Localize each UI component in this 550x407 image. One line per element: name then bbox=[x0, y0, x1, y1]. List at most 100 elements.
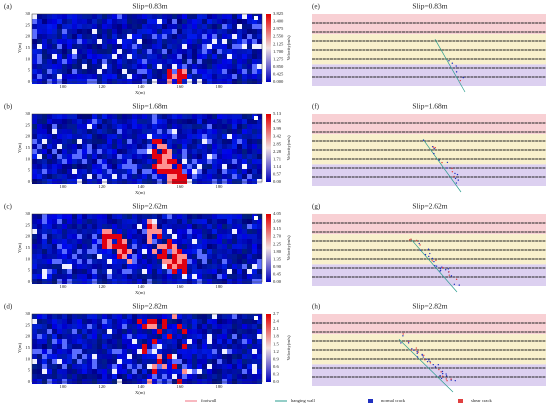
heatmap-cell bbox=[37, 354, 42, 359]
heatmap-cell bbox=[177, 59, 182, 64]
heatmap-cell bbox=[62, 244, 67, 249]
heatmap-cell bbox=[182, 369, 187, 374]
heatmap-cell bbox=[97, 124, 102, 129]
heatmap-cell bbox=[57, 54, 62, 59]
crack bbox=[413, 349, 415, 351]
heatmap-cell bbox=[202, 144, 207, 149]
heatmap-cell bbox=[147, 19, 152, 24]
heatmap-cell bbox=[57, 139, 62, 144]
heatmap-cell bbox=[202, 214, 207, 219]
heatmap-cell bbox=[52, 224, 57, 229]
heatmap-cell bbox=[147, 264, 152, 269]
heatmap-cell bbox=[77, 179, 82, 184]
heatmap-cell bbox=[237, 219, 242, 224]
heatmap-cell bbox=[112, 19, 117, 24]
heatmap-cell bbox=[242, 114, 247, 119]
heatmap-cell bbox=[77, 129, 82, 134]
heatmap-cell bbox=[137, 34, 142, 39]
heatmap-cell bbox=[207, 259, 212, 264]
heatmap-cell bbox=[242, 169, 247, 174]
heatmap-cell bbox=[197, 379, 202, 384]
heatmap-cell bbox=[72, 159, 77, 164]
heatmap-cell bbox=[182, 364, 187, 369]
heatmap-cell bbox=[202, 374, 207, 379]
heatmap-cell bbox=[62, 254, 67, 259]
colorbar-tick-label: 0.425 bbox=[273, 72, 284, 77]
heatmap-cell bbox=[152, 149, 157, 154]
heatmap-cell bbox=[222, 164, 227, 169]
heatmap-cell bbox=[92, 114, 97, 119]
y-axis-label: Y(m) bbox=[17, 243, 22, 253]
heatmap-cell bbox=[72, 149, 77, 154]
heatmap-cell bbox=[47, 364, 52, 369]
heatmap-cell bbox=[232, 124, 237, 129]
heatmap-cell bbox=[127, 274, 132, 279]
heatmap-cell bbox=[212, 274, 217, 279]
heatmap-cell bbox=[237, 379, 242, 384]
heatmap-cell bbox=[87, 114, 92, 119]
crack bbox=[433, 152, 435, 155]
legend-swatch bbox=[458, 399, 463, 403]
heatmap-cell bbox=[92, 14, 97, 19]
crack bbox=[419, 249, 421, 251]
heatmap-cell bbox=[72, 114, 77, 119]
heatmap-cell bbox=[192, 314, 197, 319]
heatmap-cell bbox=[237, 29, 242, 34]
heatmap-cell bbox=[232, 54, 237, 59]
heatmap-cell bbox=[42, 229, 47, 234]
heatmap-cell bbox=[187, 334, 192, 339]
heatmap-cell bbox=[102, 244, 107, 249]
heatmap-cell bbox=[167, 364, 172, 369]
heatmap-cell bbox=[42, 359, 47, 364]
heatmap-cell bbox=[32, 374, 37, 379]
heatmap-cell bbox=[157, 229, 162, 234]
heatmap-cell bbox=[247, 359, 252, 364]
heatmap-cell bbox=[187, 374, 192, 379]
heatmap-cell bbox=[222, 314, 227, 319]
heatmap-cell bbox=[187, 19, 192, 24]
heatmap-cell bbox=[207, 39, 212, 44]
heatmap-cell bbox=[247, 314, 252, 319]
heatmap-cell bbox=[122, 349, 127, 354]
heatmap-cell bbox=[147, 344, 152, 349]
heatmap-cell bbox=[32, 124, 37, 129]
heatmap-cell bbox=[197, 329, 202, 334]
heatmap-cell bbox=[107, 379, 112, 384]
heatmap-cell bbox=[237, 224, 242, 229]
heatmap-cell bbox=[92, 344, 97, 349]
heatmap-cell bbox=[37, 244, 42, 249]
marker bbox=[254, 316, 258, 320]
heatmap-cell bbox=[182, 269, 187, 274]
heatmap-cell bbox=[192, 139, 197, 144]
heatmap-cell bbox=[192, 49, 197, 54]
heatmap-cell bbox=[187, 24, 192, 29]
heatmap-cell bbox=[177, 229, 182, 234]
heatmap-cell bbox=[152, 344, 157, 349]
heatmap-cell bbox=[47, 339, 52, 344]
heatmap-cell bbox=[87, 359, 92, 364]
heatmap-cell bbox=[32, 379, 37, 384]
heatmap-cell bbox=[107, 364, 112, 369]
heatmap-cell bbox=[147, 169, 152, 174]
heatmap-cell bbox=[222, 119, 227, 124]
heatmap-cell bbox=[67, 114, 72, 119]
heatmap-cell bbox=[47, 134, 52, 139]
heatmap-cell bbox=[172, 269, 177, 274]
heatmap-cell bbox=[72, 374, 77, 379]
heatmap-cell bbox=[207, 264, 212, 269]
heatmap-cell bbox=[182, 219, 187, 224]
heatmap-cell bbox=[107, 329, 112, 334]
heatmap-cell bbox=[107, 49, 112, 54]
heatmap-cell bbox=[222, 269, 227, 274]
heatmap-cell bbox=[102, 64, 107, 69]
heatmap-cell bbox=[162, 14, 167, 19]
heatmap-cell bbox=[257, 219, 262, 224]
heatmap-cell bbox=[37, 349, 42, 354]
heatmap-cell bbox=[142, 354, 147, 359]
heatmap-cell bbox=[112, 169, 117, 174]
y-tick-label: 15 bbox=[25, 345, 30, 350]
heatmap-cell bbox=[237, 249, 242, 254]
heatmap-cell bbox=[172, 249, 177, 254]
heatmap-cell bbox=[252, 54, 257, 59]
heatmap-cell bbox=[87, 274, 92, 279]
